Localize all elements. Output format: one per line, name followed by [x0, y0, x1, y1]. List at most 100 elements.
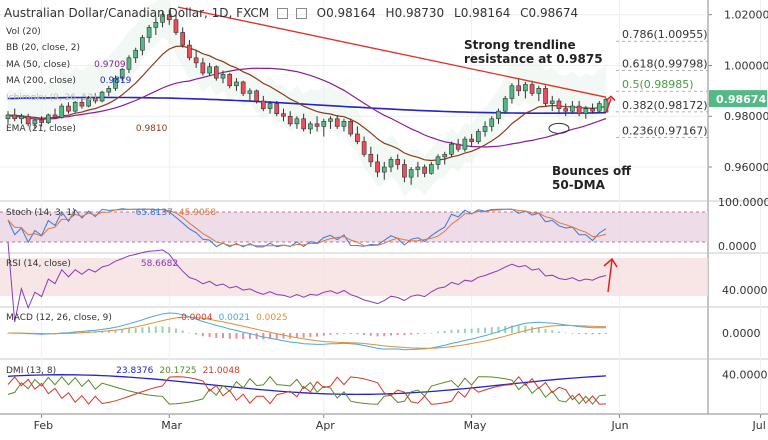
- hide-box-icon[interactable]: [295, 8, 307, 19]
- macd-histogram-bar: [342, 333, 345, 334]
- settings-box-icon[interactable]: [276, 8, 288, 19]
- macd-histogram-bar: [74, 331, 77, 333]
- macd-histogram-bar: [510, 325, 513, 333]
- macd-histogram-bar: [376, 333, 379, 337]
- macd-histogram-bar: [463, 328, 466, 333]
- candle-body: [590, 108, 595, 112]
- macd-histogram-bar: [356, 333, 359, 335]
- candle-body: [146, 27, 152, 38]
- macd-histogram-bar: [531, 326, 534, 333]
- candle-body: [213, 66, 219, 79]
- macd-histogram-bar: [591, 333, 594, 335]
- candle-body: [45, 114, 51, 123]
- candle-body: [563, 108, 569, 112]
- dmi-adx-value: 23.8376: [116, 366, 154, 376]
- candle-body: [529, 84, 535, 94]
- candle-body: [106, 88, 112, 93]
- candle-body: [462, 138, 468, 150]
- macd-histogram-bar: [497, 326, 500, 333]
- macd-histogram-bar: [537, 327, 540, 333]
- legend-ma200-label: MA (200, close): [6, 76, 76, 86]
- candle-body: [113, 77, 118, 89]
- candle-body: [583, 108, 589, 114]
- candle-body: [328, 118, 333, 122]
- macd-histogram-bar: [289, 333, 292, 339]
- candle-body: [596, 103, 602, 112]
- stoch-d-line: [7, 208, 607, 247]
- rsi-band: [0, 258, 708, 296]
- macd-legend[interactable]: MACD (12, 26, close, 9) -0.0004 0.0021 0.00…: [6, 313, 288, 323]
- time-axis-label: Apr: [316, 419, 336, 432]
- open-value: O0.98164: [316, 6, 376, 20]
- macd-histogram-bar: [383, 333, 386, 337]
- macd-histogram-bar: [396, 333, 399, 336]
- rsi-legend[interactable]: RSI (14, close) 58.6682: [6, 259, 178, 269]
- time-axis-label: Mar: [161, 419, 182, 432]
- macd-histogram-bar: [188, 332, 191, 334]
- candle-body: [308, 123, 313, 130]
- candle-body: [207, 66, 212, 74]
- legend-vol[interactable]: Vol (20): [6, 27, 41, 37]
- dmi-plus-line: [7, 375, 607, 405]
- candle-body: [294, 118, 300, 125]
- legend-ichimoku[interactable]: Ichimoku (9, 26, 52): [6, 93, 97, 103]
- legend-ma50-label: MA (50, close): [6, 60, 71, 70]
- price-axis-bg: [708, 0, 768, 436]
- candle-body: [395, 159, 401, 165]
- macd-label: MACD (12, 26, close, 9): [6, 313, 112, 323]
- stoch-k-value: 65.8137: [135, 208, 173, 218]
- candle-body: [25, 115, 31, 125]
- candle-body: [187, 44, 192, 59]
- macd-histogram-bar: [369, 333, 372, 336]
- stoch-legend[interactable]: Stoch (14, 3, 1) 65.8137 45.9058: [6, 208, 216, 218]
- macd-histogram-bar: [517, 325, 520, 333]
- macd-histogram-bar: [578, 333, 581, 334]
- macd-histogram-bar: [127, 328, 130, 333]
- macd-histogram-bar: [423, 333, 426, 334]
- legend-ema21[interactable]: EMA (21, close) 0.9810: [6, 124, 167, 134]
- macd-histogram-bar: [302, 333, 305, 338]
- dmi-tick-label: 40.0000: [722, 369, 768, 382]
- candle-body: [509, 85, 515, 99]
- candle-body: [489, 118, 495, 127]
- bounce-ellipse: [548, 122, 570, 134]
- candle-body: [99, 91, 105, 102]
- macd-histogram-bar: [181, 330, 184, 333]
- candle-body: [523, 84, 528, 92]
- macd-histogram-bar: [551, 330, 554, 333]
- macd-histogram-bar: [349, 333, 352, 334]
- time-axis-label: Feb: [34, 419, 53, 432]
- candle-body: [12, 114, 18, 120]
- candle-body: [570, 105, 575, 112]
- dmi-legend[interactable]: DMI (13, 8) 23.8376 20.1725 21.0048: [6, 366, 240, 376]
- legend-ma200[interactable]: MA (200, close) 0.9819: [6, 76, 131, 86]
- candle-body: [355, 133, 360, 142]
- candle-body: [133, 49, 138, 59]
- stoch-band: [0, 212, 708, 242]
- macd-histogram-bar: [571, 333, 574, 334]
- candle-body: [79, 101, 85, 107]
- macd-histogram-bar: [437, 331, 440, 333]
- high-value: H0.98730: [385, 6, 445, 20]
- legend-ma50[interactable]: MA (50, close) 0.9709: [6, 60, 126, 70]
- candle-body: [274, 103, 280, 114]
- macd-histogram-bar: [389, 333, 392, 336]
- macd-histogram-bar: [154, 326, 157, 333]
- macd-histogram-bar: [598, 333, 601, 335]
- macd-histogram-bar: [403, 333, 406, 336]
- ohlc-header: Australian Dollar/Canadian Dollar, 1D, F…: [4, 6, 578, 20]
- macd-histogram-bar: [524, 325, 527, 333]
- macd-histogram-bar: [410, 333, 413, 335]
- legend-bb[interactable]: BB (20, close, 2): [6, 43, 80, 53]
- macd-histogram-bar: [262, 333, 265, 340]
- candle-body: [496, 110, 501, 120]
- candle-body: [200, 62, 206, 74]
- macd-histogram-bar: [242, 333, 245, 340]
- fib-level-label: 0.786(1.00955): [622, 28, 708, 41]
- macd-histogram-bar: [282, 333, 285, 339]
- fib-level-label: 0.5(0.98985): [622, 78, 694, 91]
- ma50-line: [7, 67, 607, 148]
- price-tick-label: 1.00000: [724, 59, 768, 72]
- candle-body: [66, 105, 71, 112]
- legend-vol-label: Vol (20): [6, 27, 41, 37]
